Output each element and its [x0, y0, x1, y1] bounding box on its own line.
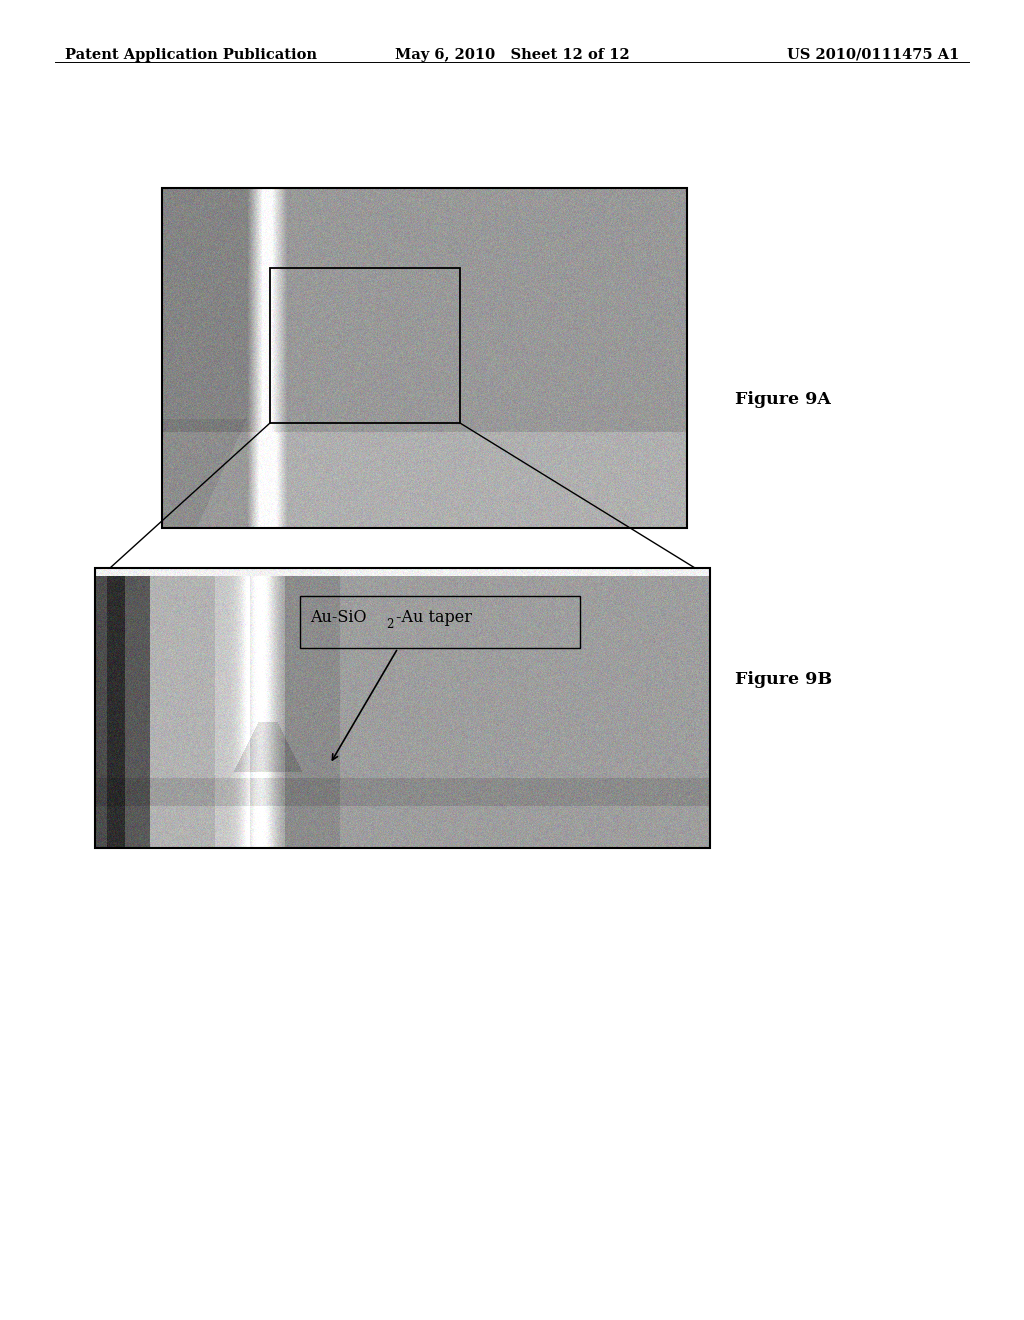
Text: US 2010/0111475 A1: US 2010/0111475 A1: [786, 48, 959, 62]
Text: Figure 9B: Figure 9B: [735, 672, 833, 689]
Bar: [270, 268, 460, 422]
Text: Au-SiO: Au-SiO: [310, 609, 367, 626]
Text: Patent Application Publication: Patent Application Publication: [65, 48, 317, 62]
Text: Figure 9A: Figure 9A: [735, 392, 831, 408]
Text: 2: 2: [386, 618, 393, 631]
Bar: [162, 187, 687, 528]
Bar: [300, 597, 580, 648]
Text: May 6, 2010   Sheet 12 of 12: May 6, 2010 Sheet 12 of 12: [394, 48, 630, 62]
Bar: [95, 568, 710, 847]
Text: -Au taper: -Au taper: [396, 609, 472, 626]
